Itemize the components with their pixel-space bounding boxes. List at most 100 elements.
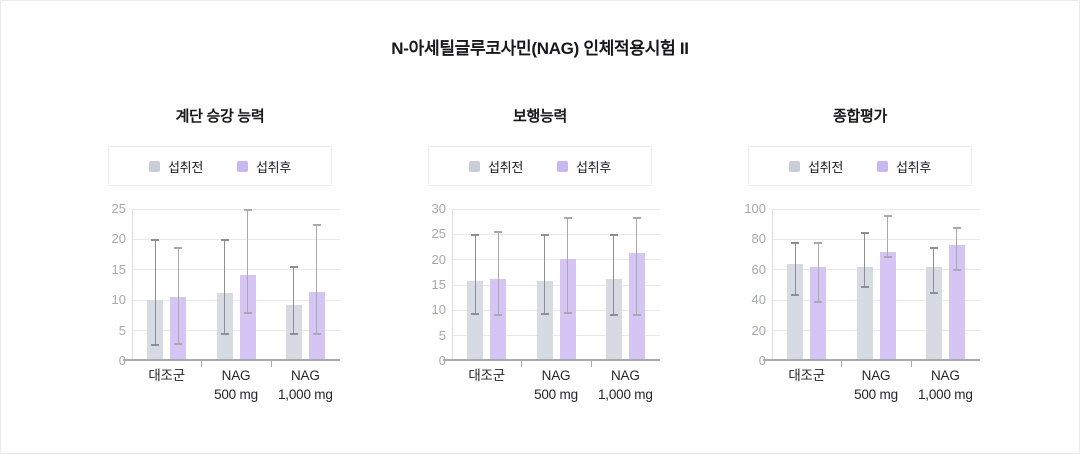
legend-label-post: 섭취후 bbox=[576, 159, 611, 175]
y-axis-tick-label: 15 bbox=[431, 277, 446, 292]
error-cap-bottom bbox=[860, 286, 869, 289]
error-cap-top bbox=[540, 234, 549, 237]
chart-legend: 섭취전 섭취후 bbox=[108, 146, 332, 186]
legend-item-post: 섭취후 bbox=[237, 157, 291, 176]
error-cap-top bbox=[289, 266, 298, 269]
legend-label-pre: 섭취전 bbox=[168, 159, 203, 175]
error-cap-bottom bbox=[494, 313, 503, 316]
y-axis-tick-label: 0 bbox=[100, 353, 126, 369]
x-axis-category-label: NAG 500 mg bbox=[189, 366, 282, 404]
error-bar-pre bbox=[864, 231, 865, 289]
error-cap-top bbox=[814, 242, 823, 245]
chart-legend: 섭취전 섭취후 bbox=[428, 146, 652, 186]
error-cap-bottom bbox=[312, 333, 321, 336]
x-axis-label-line: 500 mg bbox=[534, 387, 578, 402]
x-axis-label-line: 1,000 mg bbox=[917, 387, 973, 402]
x-axis-label-line: 500 mg bbox=[854, 387, 898, 402]
error-cap-bottom bbox=[632, 313, 641, 316]
page-title: N-아세틸글루코사민(NAG) 인체적용시험 II bbox=[391, 39, 689, 58]
x-axis-label-line: NAG bbox=[541, 368, 571, 383]
x-axis-boundary-tick bbox=[201, 359, 203, 367]
chart-title: 보행능력 bbox=[512, 108, 567, 125]
legend-item-post: 섭취후 bbox=[557, 157, 611, 176]
x-axis-label-line: 1,000 mg bbox=[597, 387, 653, 402]
error-cap-top bbox=[494, 231, 503, 234]
legend-item-pre: 섭취전 bbox=[469, 157, 523, 176]
error-cap-bottom bbox=[289, 333, 298, 336]
gridline bbox=[772, 299, 980, 301]
error-cap-bottom bbox=[609, 314, 618, 317]
error-cap-top bbox=[609, 234, 618, 237]
gridline bbox=[132, 330, 340, 332]
gridline bbox=[772, 269, 980, 271]
x-axis-labels: 대조군 NAG 500 mg NAG 1,000 mg bbox=[420, 366, 660, 410]
error-cap-top bbox=[929, 247, 938, 249]
x-axis-label-line: NAG bbox=[290, 368, 320, 383]
error-bar-pre bbox=[293, 266, 295, 336]
plot-area: 0 20 40 60 80 100 bbox=[740, 201, 980, 368]
error-bar-post bbox=[956, 227, 958, 272]
x-axis-boundary-tick bbox=[841, 359, 843, 367]
gridline bbox=[452, 335, 660, 337]
y-axis-tick-label: 25 bbox=[111, 201, 126, 216]
x-axis-label-line: NAG bbox=[861, 368, 891, 383]
y-axis-tick-label: 30 bbox=[431, 201, 446, 216]
y-axis-tick-label: 5 bbox=[438, 327, 446, 343]
legend-label-pre: 섭취전 bbox=[488, 159, 523, 175]
error-cap-bottom bbox=[471, 313, 480, 316]
error-bar-post bbox=[887, 215, 888, 258]
x-axis-label-line: NAG bbox=[610, 368, 640, 383]
x-axis-category-label: 대조군 bbox=[440, 366, 533, 385]
error-cap-bottom bbox=[814, 301, 823, 304]
x-axis-label-line: 대조군 bbox=[468, 368, 505, 383]
x-axis-category-label: NAG 1,000 mg bbox=[259, 366, 352, 404]
y-axis-tick-label: 0 bbox=[420, 353, 446, 369]
x-axis-category-label: NAG 1,000 mg bbox=[579, 366, 672, 404]
bar-post bbox=[879, 251, 896, 359]
x-axis-category-label: NAG 500 mg bbox=[829, 366, 922, 404]
error-cap-top bbox=[312, 223, 321, 226]
chart-legend: 섭취전 섭취후 bbox=[748, 146, 972, 186]
error-cap-top bbox=[791, 242, 800, 245]
legend-swatch-pre-icon bbox=[149, 160, 161, 172]
gridline bbox=[132, 299, 340, 301]
error-cap-bottom bbox=[952, 269, 961, 272]
legend-item-pre: 섭취전 bbox=[789, 157, 843, 176]
x-axis-category-label: 대조군 bbox=[760, 366, 853, 385]
y-axis-line bbox=[452, 209, 453, 361]
error-bar-pre bbox=[154, 239, 156, 346]
error-cap-top bbox=[632, 216, 641, 219]
legend-swatch-pre-icon bbox=[469, 160, 481, 172]
y-axis-tick-label: 5 bbox=[118, 322, 126, 338]
y-axis-tick-label: 80 bbox=[751, 231, 766, 247]
bar-pre bbox=[856, 266, 873, 359]
y-axis-tick-label: 0 bbox=[740, 353, 766, 369]
x-axis-line bbox=[123, 359, 340, 361]
bar-post bbox=[810, 266, 827, 359]
error-cap-top bbox=[563, 216, 572, 219]
error-cap-bottom bbox=[791, 293, 800, 296]
error-bar-pre bbox=[933, 247, 935, 295]
x-axis-boundary-tick bbox=[521, 359, 523, 367]
bar-pre bbox=[925, 266, 942, 359]
legend-swatch-post-icon bbox=[237, 160, 248, 172]
x-axis-label-line: NAG bbox=[930, 368, 960, 383]
x-axis-label-line: 대조군 bbox=[788, 368, 825, 383]
gridline bbox=[132, 208, 340, 210]
plot-area: 0 5 10 15 20 25 bbox=[100, 201, 340, 368]
error-cap-top bbox=[471, 234, 480, 237]
error-cap-top bbox=[220, 238, 229, 241]
y-axis-line bbox=[772, 209, 773, 361]
gridline bbox=[452, 259, 660, 261]
gridline bbox=[452, 208, 660, 210]
error-cap-top bbox=[952, 227, 961, 230]
y-axis-tick-label: 10 bbox=[111, 292, 126, 308]
error-cap-top bbox=[243, 209, 252, 211]
y-axis-line bbox=[132, 209, 133, 361]
x-axis-label-line: 1,000 mg bbox=[277, 387, 333, 402]
gridline bbox=[132, 269, 340, 271]
